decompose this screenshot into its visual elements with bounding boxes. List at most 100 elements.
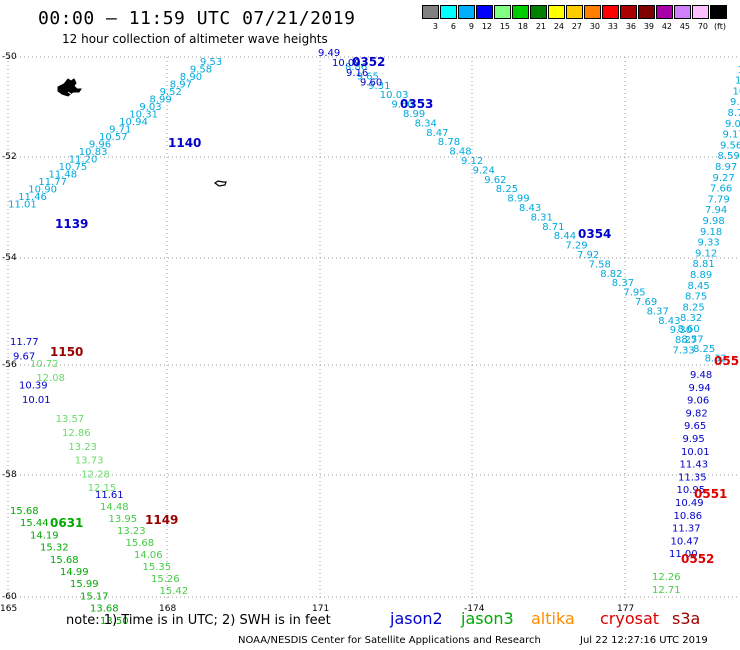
swh-value: 9.18 (700, 227, 722, 238)
swh-value: 14.48 (100, 502, 129, 513)
legend-swatch (691, 5, 710, 19)
wave-height-legend (422, 5, 728, 19)
swh-value: 8.78 (438, 137, 460, 148)
pass-time-labels: 0352 0353 0354 1140 1139 1150 1149 0631 0551 0552… (50, 55, 739, 566)
swh-value: 11.77 (38, 177, 67, 188)
swh-value: 9.16 (346, 68, 368, 79)
swh-value: 8.32 (705, 353, 727, 364)
swh-value: 8.7 (728, 108, 740, 119)
swh-value: 10.39 (19, 381, 48, 392)
legend-label: 21 (535, 22, 546, 31)
swh-value: 7.66 (710, 184, 732, 195)
pass-time-label: 0631 (50, 516, 83, 530)
pass-time-label: 1139 (55, 217, 88, 231)
swh-value: 11.35 (678, 472, 707, 483)
legend-swatch (601, 5, 620, 19)
legend-swatch (529, 5, 548, 19)
swh-value: 8.32 (680, 313, 702, 324)
swh-value: 12.15 (88, 483, 117, 494)
swh-value: 8.75 (685, 292, 707, 303)
swh-value: 8.86 (345, 62, 367, 73)
swh-value: 9.49 (318, 48, 340, 59)
map-subtitle: 12 hour collection of altimeter wave hei… (62, 32, 328, 46)
mission-jason2: jason2 (390, 609, 443, 628)
swh-value: 15.44 (20, 518, 49, 529)
legend-swatch (457, 5, 476, 19)
swh-value: 12.86 (62, 428, 91, 439)
swh-value: 7.92 (577, 250, 599, 261)
swh-value: 9.65 (357, 71, 379, 82)
legend-label: 30 (589, 22, 600, 31)
legend-swatch (565, 5, 584, 19)
pass-time-label: 0552 (681, 552, 714, 566)
latitude-label: -56 (2, 360, 17, 370)
swh-value: 8.89 (690, 270, 712, 281)
swh-value: 12.71 (652, 585, 681, 596)
swh-value: 12.26 (652, 572, 681, 583)
pass-time-label: 1140 (168, 136, 201, 150)
swh-value: 11.48 (49, 170, 78, 181)
legend-swatch (422, 5, 440, 19)
swh-value: 8.57 (681, 335, 703, 346)
swh-value: 14.99 (60, 567, 89, 578)
swh-value: 15.42 (160, 586, 189, 597)
legend-label: 42 (661, 22, 672, 31)
longitude-label: -174 (464, 604, 485, 614)
swh-value: 10.47 (671, 536, 700, 547)
swh-value: 13.50 (100, 616, 129, 627)
swh-value: 8.71 (542, 222, 564, 233)
map-title: 00:00 – 11:59 UTC 07/21/2019 (38, 8, 356, 29)
swh-value: 9.52 (160, 87, 182, 98)
swh-value: 11.77 (10, 337, 39, 348)
swh-value: 15.17 (80, 591, 109, 602)
pass-time-label: 0353 (400, 97, 433, 111)
legend-label: 9 (468, 22, 474, 31)
legend-label: 33 (607, 22, 618, 31)
legend-swatch (511, 5, 530, 19)
legend-swatch (493, 5, 512, 19)
legend-label: 3 (432, 22, 438, 31)
pass-time-label: 0551 (694, 487, 727, 501)
swh-value: 8.25 (496, 184, 518, 195)
swh-value: 9.96 (89, 140, 111, 151)
map-grid (7, 56, 740, 600)
swh-value: 13.57 (56, 414, 85, 425)
legend-swatch (655, 5, 674, 19)
legend-swatch (439, 5, 458, 19)
swh-value: 8.99 (507, 194, 529, 205)
swh-value: 8.44 (554, 231, 576, 242)
swh-value: 11.43 (680, 460, 709, 471)
mission-cryosat: cryosat (600, 609, 660, 628)
swh-value: 9.17 (723, 130, 740, 141)
swh-value: 11.00 (669, 549, 698, 560)
swh-value: 9.60 (391, 100, 413, 111)
swh-value: 15.68 (10, 506, 39, 517)
swh-value: 9.98 (703, 216, 725, 227)
swh-value: 15.26 (151, 574, 180, 585)
swh-value: 9.24 (473, 165, 495, 176)
swh-value: 8.60 (678, 324, 700, 335)
swh-value: 13.23 (68, 442, 97, 453)
legend-label: 45 (679, 22, 690, 31)
swh-value: 7.69 (635, 297, 657, 308)
island-shape (57, 78, 82, 97)
swh-value: 8.25 (683, 302, 705, 313)
legend-label: 12 (481, 22, 492, 31)
pass-time-label: 0354 (578, 227, 611, 241)
swh-value: 10.5 (733, 86, 740, 97)
generation-timestamp: Jul 22 12:27:16 UTC 2019 (580, 635, 708, 646)
longitude-label: 177 (617, 604, 635, 614)
legend-swatch (709, 5, 728, 19)
swh-value: 14.06 (134, 550, 163, 561)
swh-value: 9.33 (698, 238, 720, 249)
swh-value: 8.99 (403, 109, 425, 120)
swh-value: 9.60 (360, 78, 382, 89)
swh-value: 7.33 (673, 346, 695, 357)
pass-time-label: 0352 (352, 55, 385, 69)
longitude-label: 168 (159, 604, 177, 614)
swh-value: 8.90 (180, 72, 202, 83)
latitude-label: -52 (2, 152, 17, 162)
legend-label: 6 (450, 22, 456, 31)
swh-value: 9.82 (686, 408, 708, 419)
swh-value: 8.25 (693, 344, 715, 355)
